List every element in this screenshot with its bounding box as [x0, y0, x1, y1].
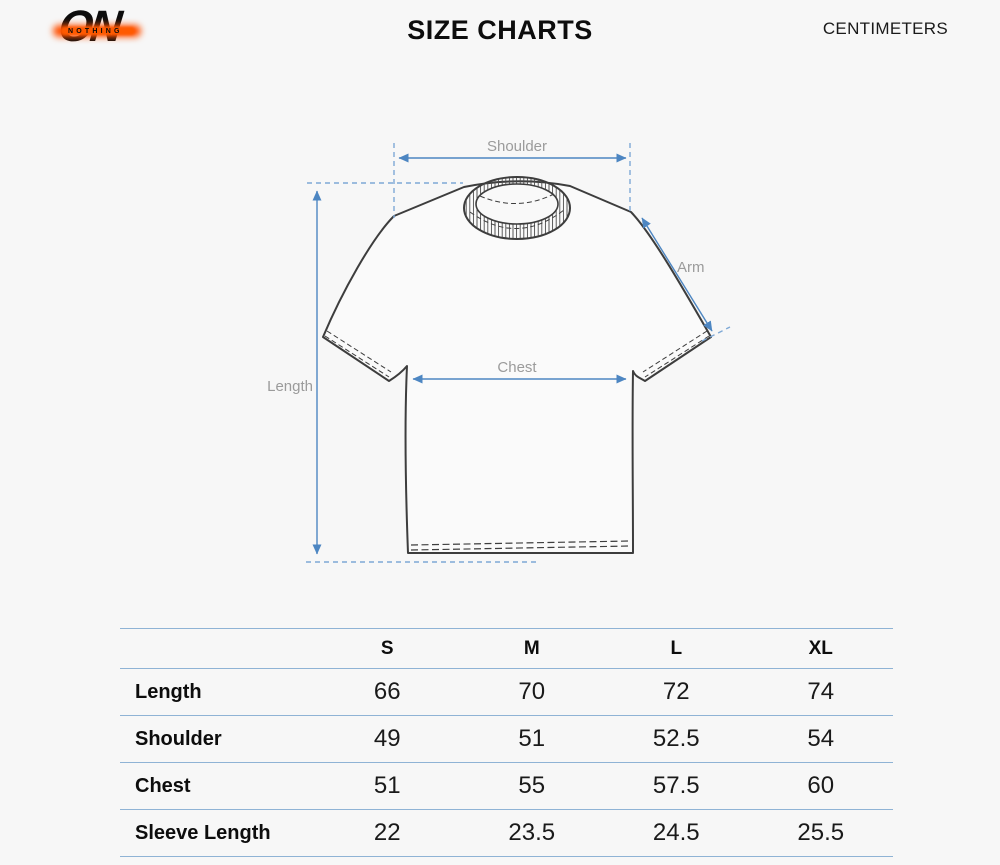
hem-stitch-line	[410, 540, 631, 546]
row-label: Shoulder	[135, 727, 222, 750]
row-label: Sleeve Length	[135, 821, 271, 844]
measurement-value: 52.5	[652, 725, 700, 752]
measurement-value: 72	[662, 678, 690, 705]
tshirt-outline	[322, 180, 712, 554]
collar-opening	[475, 183, 559, 225]
length-dimension-label: Length	[267, 378, 313, 395]
table-row: Chest 51 55 57.5 60	[120, 763, 893, 810]
right-cuff-stitch	[644, 335, 710, 378]
tshirt-measurement-diagram: Shoulder Chest Length Arm	[267, 138, 731, 563]
measurement-value: 55	[518, 772, 546, 799]
row-label: Length	[135, 680, 202, 703]
measurement-value: 22	[373, 819, 401, 846]
measurement-value: 49	[373, 725, 401, 752]
measurement-value: 70	[518, 678, 546, 705]
arm-dimension-arrow	[641, 217, 713, 332]
size-column-header: S	[380, 637, 394, 659]
row-label: Chest	[135, 774, 191, 797]
right-cuff-stitch	[642, 330, 708, 373]
measurement-value: 51	[373, 772, 401, 799]
left-cuff-stitch	[326, 330, 392, 373]
measurement-value: 54	[807, 725, 835, 752]
measurement-value: 51	[518, 725, 546, 752]
logo-sub-label: NOTHING	[68, 28, 123, 35]
size-table-corner-cell	[120, 629, 315, 669]
measurement-value: 74	[807, 678, 835, 705]
measurement-value: 23.5	[508, 819, 556, 846]
page-title: SIZE CHARTS	[407, 15, 593, 45]
arm-dimension-label: Arm	[677, 259, 705, 276]
table-row: Sleeve Length 22 23.5 24.5 25.5	[120, 810, 893, 857]
size-table-header-row: S M L XL	[120, 628, 893, 669]
page-header: ON NOTHING SIZE CHARTS CENTIMETERS	[0, 0, 1000, 60]
size-chart-table: S M L XL Length 66 70 72 74 Shoulder 49 …	[120, 628, 893, 857]
measurement-value: 60	[807, 772, 835, 799]
measurement-value: 57.5	[652, 772, 700, 799]
measurement-value: 66	[373, 678, 401, 705]
measurement-value: 25.5	[797, 819, 845, 846]
logo-orange-band-core	[61, 27, 135, 35]
collar-bottom-stitch	[469, 209, 565, 229]
table-row: Length 66 70 72 74	[120, 669, 893, 716]
size-column-header: XL	[808, 637, 833, 659]
chest-dimension-label: Chest	[497, 359, 537, 376]
size-column-header: M	[523, 637, 540, 659]
table-row: Shoulder 49 51 52.5 54	[120, 716, 893, 763]
units-label: CENTIMETERS	[822, 19, 948, 38]
left-cuff-stitch	[324, 335, 390, 378]
size-column-header: L	[670, 637, 683, 659]
measurement-value: 24.5	[652, 819, 700, 846]
brand-logo: ON NOTHING	[53, 2, 150, 52]
hem-stitch-line	[410, 545, 631, 551]
shoulder-dimension-label: Shoulder	[487, 138, 547, 155]
